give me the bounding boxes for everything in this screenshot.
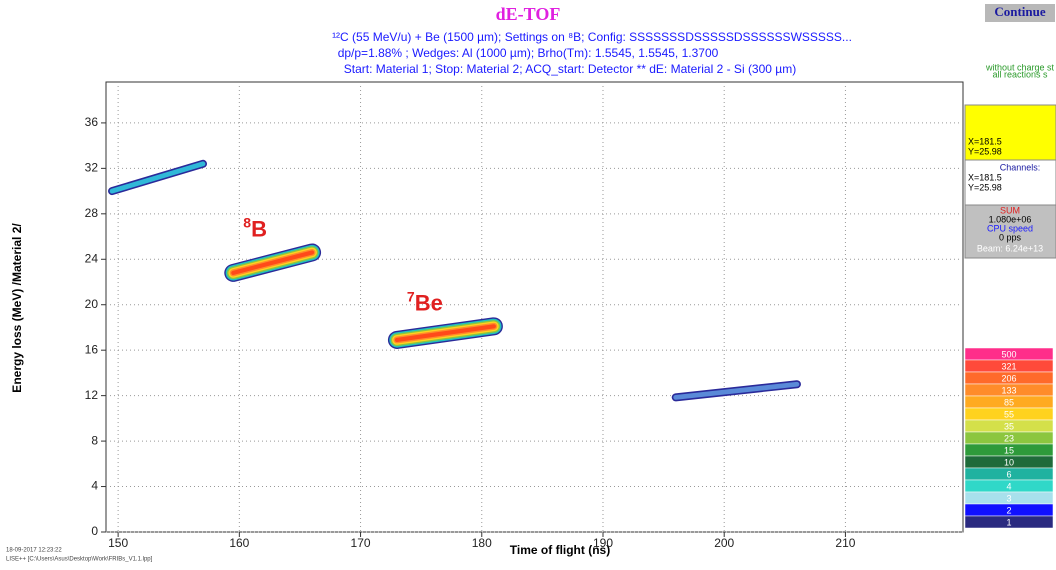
channels-box xyxy=(964,159,1056,206)
sum-value: 1.080e+06 xyxy=(989,214,1032,224)
scale-label: 23 xyxy=(1004,433,1014,443)
event-cluster xyxy=(231,250,315,275)
element: Be xyxy=(415,290,443,315)
stats-box xyxy=(964,204,1056,259)
mass-number: 8 xyxy=(243,214,251,230)
particle-label: 7Be xyxy=(407,288,443,315)
continue-button[interactable] xyxy=(985,4,1055,22)
cpu-value: 0 pps xyxy=(999,232,1022,242)
y-tick-label: 0 xyxy=(91,524,98,538)
scale-label: 35 xyxy=(1004,421,1014,431)
note: without charge st xyxy=(985,62,1055,72)
plot: 150 160 170 180 190 200 210048121620242832368B… xyxy=(85,82,1054,550)
note: all reactions s xyxy=(992,69,1048,79)
y-tick-label: 20 xyxy=(85,297,99,311)
subtitle: ¹²C (55 MeV/u) + Be (1500 µm); Settings … xyxy=(332,30,852,44)
scale-swatch xyxy=(964,515,1054,529)
footer-path: LISE++ [C:\Users\Asus\Desktop\Work\FRIBs… xyxy=(6,557,153,563)
event-cluster xyxy=(394,324,496,343)
scale-label: 55 xyxy=(1004,409,1014,419)
sum-title: SUM xyxy=(1000,205,1020,215)
scale-label: 321 xyxy=(1001,361,1016,371)
subtitle: Start: Material 1; Stop: Material 2; ACQ… xyxy=(344,62,796,76)
x-tick-label: 160 xyxy=(229,536,249,550)
beam: Beam: 6.24e+13 xyxy=(977,243,1043,253)
scale-label: 85 xyxy=(1004,397,1014,407)
y-tick-label: 24 xyxy=(85,251,99,265)
scale-label: 4 xyxy=(1006,481,1011,491)
event-cluster xyxy=(673,381,800,400)
mass-number: 7 xyxy=(407,288,415,304)
continue-label[interactable]: Continue xyxy=(994,4,1046,19)
y-tick-label: 4 xyxy=(91,479,98,493)
y-tick-label: 36 xyxy=(85,115,99,129)
channels-y: Y=25.98 xyxy=(968,182,1002,192)
note-box xyxy=(965,60,1056,105)
y-axis-label: Energy loss (MeV) /Material 2/ xyxy=(10,223,24,393)
chart-title: dE-TOF xyxy=(496,4,561,24)
channels-title: Channels: xyxy=(1000,162,1041,172)
x-tick-label: 200 xyxy=(714,536,734,550)
y-tick-label: 8 xyxy=(91,433,98,447)
y-tick-label: 32 xyxy=(85,161,99,175)
scale-label: 206 xyxy=(1001,373,1016,383)
x-axis-label: Time of flight (ns) xyxy=(510,543,610,557)
event-cluster xyxy=(109,161,206,194)
scale-label: 15 xyxy=(1004,445,1014,455)
x-tick-label: 170 xyxy=(351,536,371,550)
scale-label: 500 xyxy=(1001,349,1016,359)
cursor-x: X=181.5 xyxy=(968,136,1002,146)
scale-label: 10 xyxy=(1004,457,1014,467)
scale-label: 1 xyxy=(1006,517,1011,527)
x-tick-label: 190 xyxy=(593,536,613,550)
subtitle: dp/p=1.88% ; Wedges: Al (1000 µm); Brho(… xyxy=(338,46,719,60)
cpu-title: CPU speed xyxy=(987,223,1033,233)
y-tick-label: 28 xyxy=(85,206,99,220)
y-tick-label: 16 xyxy=(85,342,99,356)
x-tick-label: 180 xyxy=(472,536,492,550)
scale-label: 133 xyxy=(1001,385,1016,395)
scale-label: 2 xyxy=(1006,505,1011,515)
x-tick-label: 150 xyxy=(108,536,128,550)
scale-label: 6 xyxy=(1006,469,1011,479)
footer-date: 18-09-2017 12:23:22 xyxy=(6,548,62,554)
plot-frame xyxy=(105,81,964,533)
x-tick-label: 210 xyxy=(835,536,855,550)
particle-label: 8B xyxy=(243,214,267,241)
cursor-box xyxy=(964,104,1056,161)
channels-x: X=181.5 xyxy=(968,172,1002,182)
y-tick-label: 12 xyxy=(85,388,99,402)
scale-label: 3 xyxy=(1006,493,1011,503)
element: B xyxy=(251,216,267,241)
cursor-y: Y=25.98 xyxy=(968,146,1002,156)
